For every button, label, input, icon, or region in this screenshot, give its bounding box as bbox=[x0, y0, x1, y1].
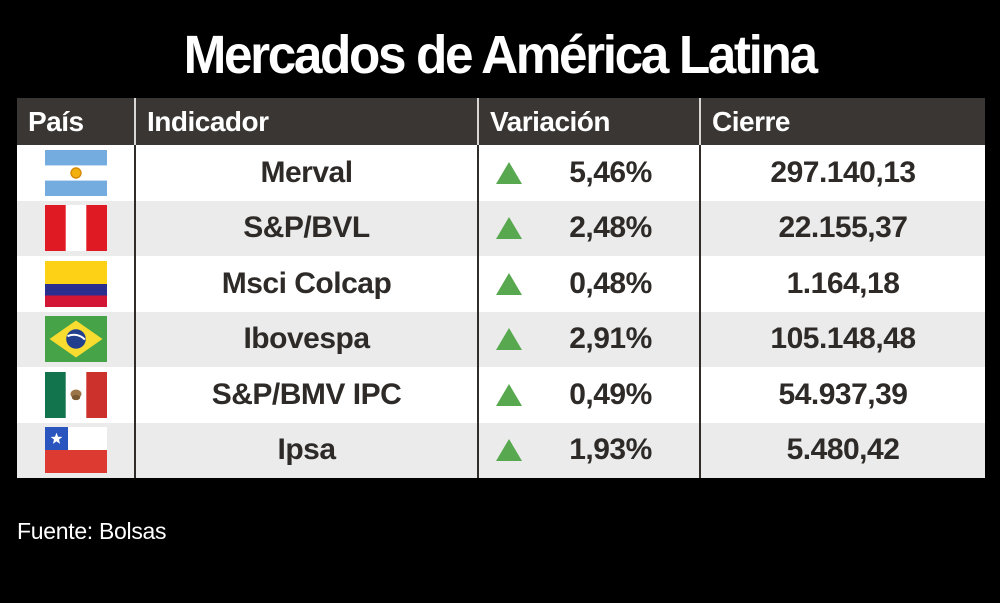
variation-value: 2,48% bbox=[569, 211, 652, 245]
table-row: Ipsa 1,93% 5.480,42 bbox=[17, 422, 985, 479]
country-flag-cell bbox=[17, 367, 134, 423]
close-value: 22.155,37 bbox=[778, 211, 908, 245]
table-row: Merval 5,46% 297.140,13 bbox=[17, 145, 985, 201]
country-flag-cell bbox=[17, 145, 134, 201]
close-value: 54.937,39 bbox=[778, 377, 908, 411]
header-close: Cierre bbox=[699, 98, 985, 145]
indicator-cell: Ipsa bbox=[134, 422, 477, 478]
up-triangle-icon bbox=[496, 161, 522, 184]
indicator-cell: S&P/BVL bbox=[134, 200, 477, 256]
up-triangle-icon bbox=[496, 217, 522, 240]
page-title: Mercados de América Latina bbox=[0, 24, 1000, 86]
variation-value: 1,93% bbox=[569, 433, 652, 467]
indicator-label: Ibovespa bbox=[243, 322, 370, 356]
close-value: 297.140,13 bbox=[770, 155, 916, 189]
indicator-label: Ipsa bbox=[277, 433, 336, 467]
variation-value: 0,49% bbox=[569, 377, 652, 411]
close-value: 5.480,42 bbox=[786, 433, 900, 467]
indicator-cell: Merval bbox=[134, 145, 477, 201]
table-row: Ibovespa 2,91% 105.148,48 bbox=[17, 311, 985, 368]
indicator-label: Msci Colcap bbox=[221, 266, 392, 300]
indicator-label: S&P/BMV IPC bbox=[211, 377, 402, 411]
country-flag-cell bbox=[17, 423, 134, 479]
variation-cell: 0,49% bbox=[477, 367, 699, 423]
page-title-text: Mercados de América Latina bbox=[183, 25, 818, 85]
indicator-label: Merval bbox=[260, 155, 353, 189]
up-triangle-icon bbox=[496, 328, 522, 351]
country-flag-cell bbox=[17, 201, 134, 257]
close-cell: 297.140,13 bbox=[699, 145, 985, 201]
variation-cell: 1,93% bbox=[477, 422, 699, 478]
close-cell: 5.480,42 bbox=[699, 422, 985, 478]
colombia-flag-icon bbox=[44, 260, 107, 307]
country-flag-cell bbox=[17, 256, 134, 312]
variation-cell: 2,91% bbox=[477, 311, 699, 367]
variation-value: 2,91% bbox=[569, 322, 652, 356]
close-cell: 105.148,48 bbox=[699, 311, 985, 367]
variation-cell: 2,48% bbox=[477, 200, 699, 256]
variation-value: 0,48% bbox=[569, 266, 652, 300]
header-country: País bbox=[28, 105, 84, 137]
variation-cell: 0,48% bbox=[477, 256, 699, 312]
variation-value: 5,46% bbox=[569, 155, 652, 189]
close-value: 1.164,18 bbox=[786, 266, 900, 300]
table-row: Msci Colcap 0,48% 1.164,18 bbox=[17, 256, 985, 312]
country-flag-cell bbox=[17, 312, 134, 368]
close-cell: 54.937,39 bbox=[699, 367, 985, 423]
table-row: S&P/BMV IPC 0,49% 54.937,39 bbox=[17, 367, 985, 423]
up-triangle-icon bbox=[496, 272, 522, 295]
variation-cell: 5,46% bbox=[477, 145, 699, 201]
brazil-flag-icon bbox=[44, 316, 107, 363]
table-row: S&P/BVL 2,48% 22.155,37 bbox=[17, 200, 985, 257]
header-variation: Variación bbox=[477, 98, 699, 145]
chile-flag-icon bbox=[44, 427, 107, 474]
table-body: Merval 5,46% 297.140,13 S&P/BVL 2,48% 22… bbox=[17, 145, 985, 478]
close-cell: 1.164,18 bbox=[699, 256, 985, 312]
mexico-flag-icon bbox=[44, 371, 107, 418]
source-caption: Fuente: Bolsas bbox=[17, 518, 167, 544]
close-value: 105.148,48 bbox=[770, 322, 916, 356]
markets-table: País Indicador Variación Cierre Merval 5… bbox=[17, 98, 985, 478]
indicator-cell: S&P/BMV IPC bbox=[134, 367, 477, 423]
indicator-cell: Msci Colcap bbox=[134, 256, 477, 312]
table-header-row: País Indicador Variación Cierre bbox=[17, 98, 985, 145]
up-triangle-icon bbox=[496, 439, 522, 462]
argentina-flag-icon bbox=[44, 149, 107, 196]
indicator-label: S&P/BVL bbox=[243, 211, 370, 245]
header-indicator: Indicador bbox=[134, 98, 477, 145]
close-cell: 22.155,37 bbox=[699, 200, 985, 256]
peru-flag-icon bbox=[44, 205, 107, 252]
indicator-cell: Ibovespa bbox=[134, 311, 477, 367]
up-triangle-icon bbox=[496, 383, 522, 406]
